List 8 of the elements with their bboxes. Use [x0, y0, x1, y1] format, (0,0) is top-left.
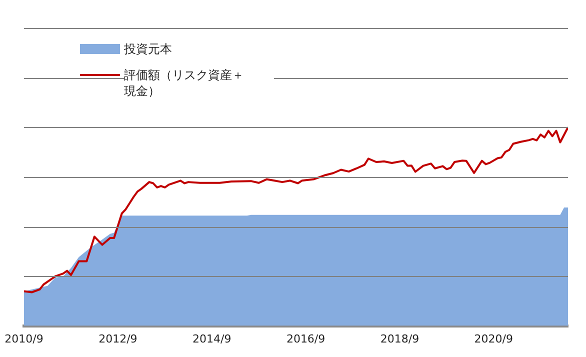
x-tick-label: 2010/9	[4, 332, 44, 346]
legend-label: 投資元本	[124, 41, 172, 57]
x-tick-label: 2012/9	[98, 332, 138, 346]
legend-label: 評価額（リスク資産＋現金）	[124, 67, 274, 99]
x-tick-label: 2020/9	[474, 332, 513, 346]
x-tick-label: 2014/9	[192, 332, 232, 346]
x-tick-label: 2018/9	[380, 332, 420, 346]
x-tick-label: 2016/9	[286, 332, 326, 346]
